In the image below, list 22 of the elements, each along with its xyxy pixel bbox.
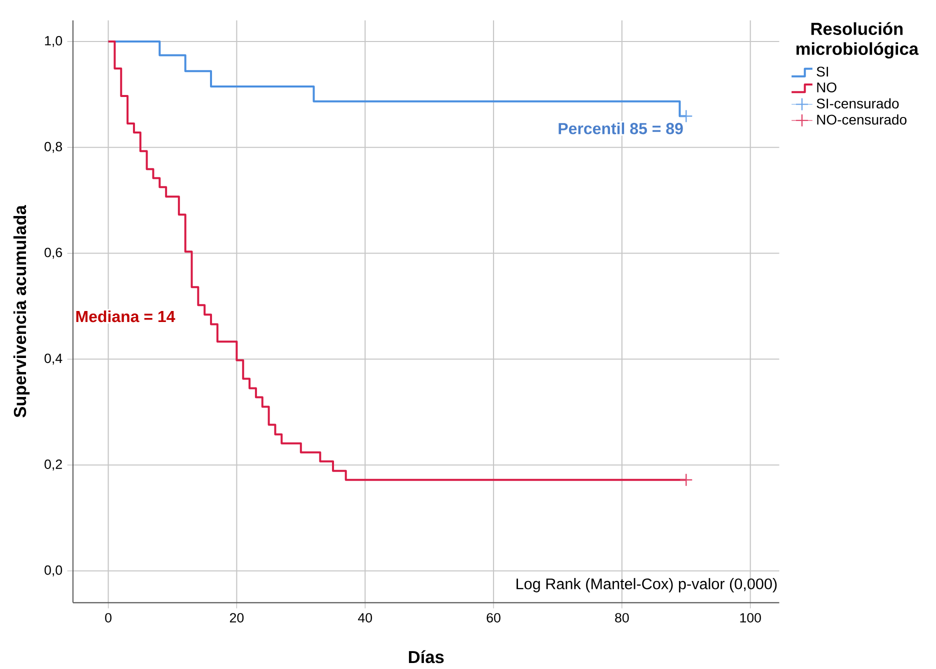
x-tick-label: 100: [740, 613, 761, 623]
x-tick-label: 0: [105, 613, 112, 623]
x-tick-label: 40: [358, 613, 372, 623]
y-tick-label: 0,2: [44, 460, 62, 471]
annotation: Mediana = 14: [76, 310, 176, 322]
legend-label: SI: [816, 66, 828, 77]
x-tick-label: 80: [615, 613, 629, 623]
legend-title: Resolución microbiológica: [796, 22, 919, 59]
x-axis-title: Días: [408, 650, 444, 664]
x-tick-label: 60: [486, 613, 500, 623]
y-tick-label: 0,8: [44, 142, 62, 154]
legend-label: SI-censurado: [816, 98, 899, 109]
y-tick-label: 1,0: [45, 36, 62, 48]
legend-label: NO: [817, 82, 836, 93]
y-tick-label: 0,6: [44, 248, 62, 259]
legend-label: NO-censurado: [817, 114, 906, 125]
y-axis-title: Supervivencia acumulada: [13, 205, 30, 418]
annotation: Percentil 85 = 89: [558, 122, 683, 134]
annotation: Log Rank (Mantel-Cox) p-valor (0,000): [516, 578, 777, 593]
y-tick-label: 0,4: [44, 354, 62, 365]
x-tick-label: 20: [230, 613, 244, 623]
y-tick-label: 0,0: [44, 566, 62, 577]
